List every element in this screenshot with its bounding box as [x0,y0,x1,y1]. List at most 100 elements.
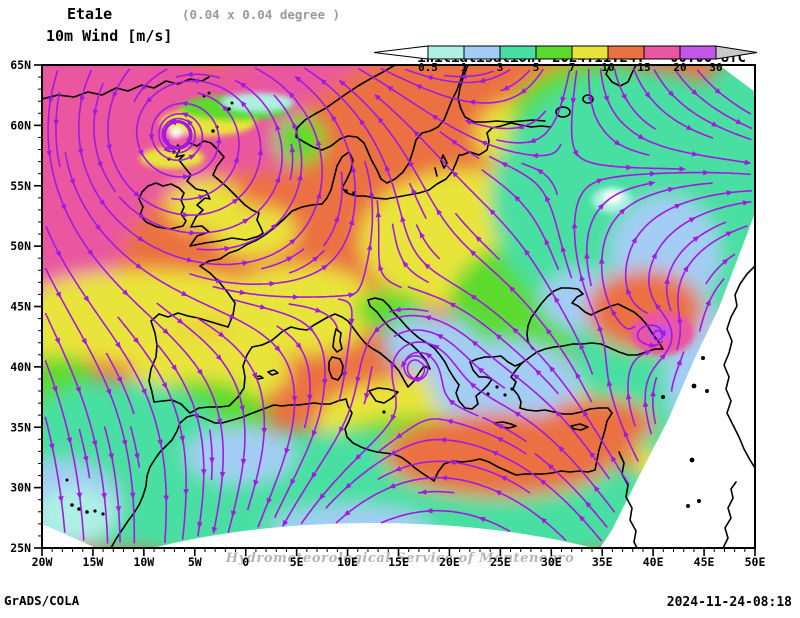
streamline [93,82,117,193]
lat-tick-label: 40N [10,360,31,374]
streamline-arrowhead [545,194,551,202]
streamline-arrowhead [106,144,112,152]
streamline [107,68,262,216]
streamline [335,476,567,542]
streamline-arrowhead [502,85,510,91]
streamline [705,253,736,285]
streamline-arrowhead [55,250,62,258]
streamline-arrowhead [338,79,346,87]
streamline-arrowhead [400,360,407,368]
streamline-arrowhead [349,318,355,326]
colorbar-level-label: 1 [461,61,468,74]
streamline [481,416,527,443]
streamline-arrowhead [253,479,259,487]
streamline [644,200,752,435]
lon-tick-label: 5E [290,555,304,569]
streamline-arrowhead [597,203,605,210]
streamline-arrowhead [735,118,743,125]
streamline-arrowhead [579,274,585,282]
streamline-arrowhead [585,500,592,508]
lat-tick-label: 55N [10,179,31,193]
streamline-arrowhead [216,418,223,426]
streamline-arrowhead [637,133,645,140]
streamline-arrowhead [394,306,401,313]
streamline-arrowhead [289,238,297,245]
streamline-arrowhead [611,309,617,317]
streamline-arrowhead [121,439,128,447]
streamline-arrowhead [432,344,440,351]
streamline-arrowhead [626,287,632,295]
streamline-arrowhead [722,258,729,265]
streamline-arrowhead [171,364,178,372]
streamline [481,168,560,271]
streamline-arrowhead [571,221,578,229]
streamline-arrowhead [79,95,86,103]
streamline-arrowhead [46,150,52,158]
streamline-arrowhead [343,509,351,517]
axis-ticks [34,64,756,556]
streamline-arrowhead [307,394,313,402]
streamline-arrowhead [180,100,188,107]
streamline [337,298,353,402]
streamline-arrowhead [186,136,193,144]
streamline [380,509,511,533]
streamline-arrowhead [400,215,406,223]
streamline-arrowhead [339,426,345,434]
streamline-arrowhead [229,313,237,319]
streamline-arrowhead [570,97,577,105]
streamline-arrowhead [196,368,203,376]
streamline-arrowhead [167,144,174,151]
streamline-arrowhead [179,435,185,443]
streamline [675,225,748,351]
streamline [613,68,657,130]
streamline-arrowhead [224,246,232,252]
streamline-arrowhead [163,146,170,153]
streamline-arrowhead [331,114,337,122]
streamline-arrowhead [181,290,189,297]
streamline-arrowhead [141,388,147,396]
streamline-arrowhead [359,118,366,126]
colorbar-segment [607,45,645,60]
streamline-arrowhead [679,166,686,172]
streamline-arrowhead [631,236,637,244]
streamline-arrowhead [623,430,629,438]
streamline-arrowhead [667,186,675,193]
streamline-arrowhead [572,149,578,157]
streamline-arrowhead [431,114,439,121]
streamline [118,79,283,234]
streamline-arrowhead [181,112,189,118]
coast-iceland [42,76,210,100]
streamline-arrowhead [294,75,302,83]
lat-tick-label: 50N [10,239,31,253]
coast-persian-gulf [722,481,737,548]
streamline-arrowhead [644,350,652,356]
streamline [322,171,344,247]
lon-tick-label: 35E [592,555,613,569]
streamline [289,249,325,274]
streamline-arrowhead [321,264,329,271]
streamline [624,190,752,315]
streamline-arrowhead [436,333,444,340]
streamline [133,68,168,103]
lon-tick-label: 10E [337,555,358,569]
streamline-arrowhead [582,410,589,418]
streamline-arrowhead [259,304,267,310]
streamline-arrowhead [554,295,560,303]
streamline-arrowhead [138,212,146,219]
streamline-arrowhead [344,482,352,490]
streamline [696,69,752,115]
streamline [78,428,91,479]
streamline-arrowhead [495,333,502,340]
streamline-arrowhead [469,249,477,257]
streamline-arrowhead [742,200,750,206]
streamline-arrowhead [648,180,656,187]
streamline-arrowhead [650,389,656,397]
streamline-arrowhead [116,376,123,384]
streamline-arrowhead [239,82,247,89]
streamline-arrowhead [322,379,328,386]
lake-onega [582,94,594,104]
lon-tick-label: 40E [643,555,664,569]
colorbar-level-label: 0.5 [418,61,438,74]
streamline-arrowhead [436,208,443,216]
streamline-arrowhead [239,405,245,413]
